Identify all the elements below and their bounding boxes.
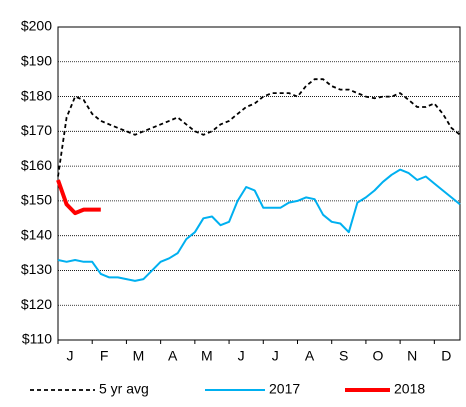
- x-tick-label: D: [441, 348, 451, 364]
- legend-label: 5 yr avg: [99, 381, 149, 397]
- x-tick-label: S: [339, 348, 348, 364]
- series-line: [57, 168, 461, 282]
- x-tick-label: A: [305, 348, 315, 364]
- x-tick-label: F: [100, 348, 109, 364]
- y-tick-label: $120: [21, 296, 52, 312]
- y-tick-label: $110: [22, 331, 52, 347]
- x-tick-label: A: [168, 348, 178, 364]
- y-tick-label: $190: [21, 52, 52, 68]
- x-tick-label: J: [238, 348, 245, 364]
- legend-label: 2018: [394, 381, 425, 397]
- legend-label: 2017: [269, 381, 300, 397]
- series-line: [56, 179, 101, 216]
- y-tick-label: $140: [21, 226, 52, 242]
- y-tick-label: $150: [21, 192, 52, 208]
- y-tick-label: $170: [21, 122, 52, 138]
- y-tick-label: $180: [21, 87, 52, 103]
- x-tick-label: N: [407, 348, 417, 364]
- plot-border: [57, 26, 461, 341]
- x-tick-label: J: [67, 348, 74, 364]
- x-tick-label: O: [372, 348, 383, 364]
- x-tick-label: M: [133, 348, 145, 364]
- y-tick-label: $160: [21, 157, 52, 173]
- x-tick-label: M: [201, 348, 213, 364]
- x-tick-label: J: [272, 348, 279, 364]
- y-tick-label: $130: [21, 261, 52, 277]
- series-line: [57, 78, 461, 177]
- y-tick-label: $200: [21, 18, 52, 34]
